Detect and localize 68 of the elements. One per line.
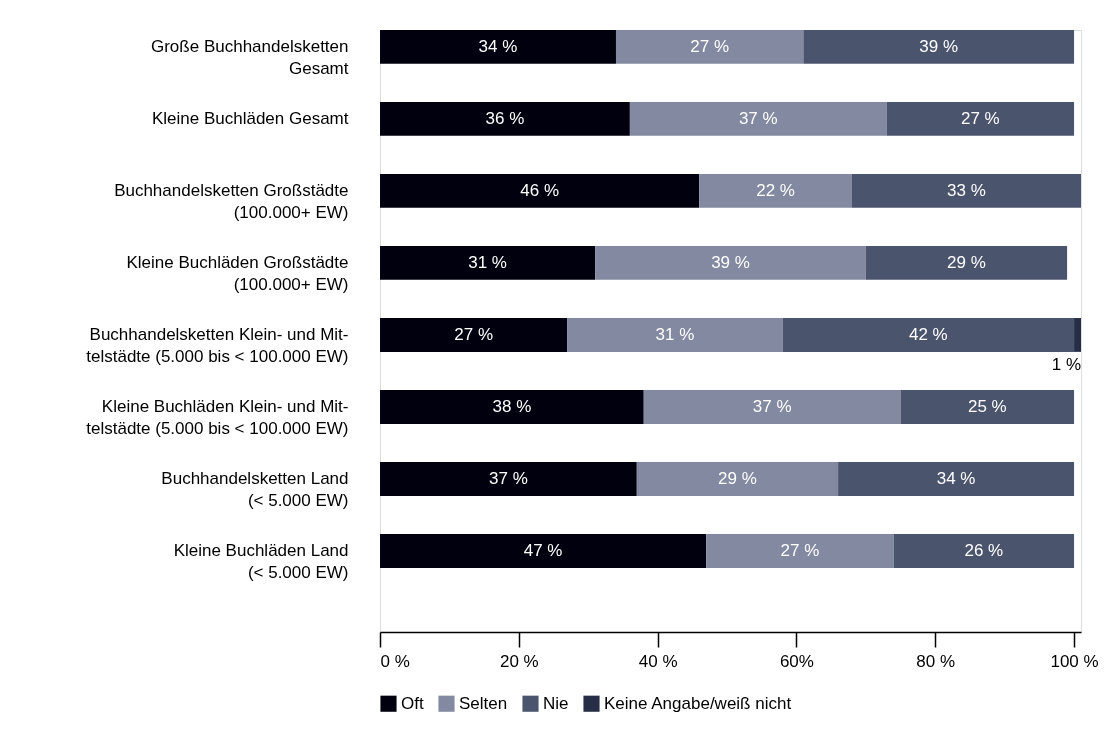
data-label: 31 % bbox=[468, 252, 507, 272]
data-label: 25 % bbox=[967, 396, 1007, 416]
data-label: 37 % bbox=[752, 396, 792, 416]
data-label: 39 % bbox=[711, 252, 750, 272]
y-tick-label: Buchhandelsketten Großstädte (100.000+ EW) bbox=[114, 180, 349, 222]
x-tick-label: 40 % bbox=[638, 651, 678, 671]
bar bbox=[380, 318, 568, 352]
y-tick-label: Kleine Buchläden Gesamt bbox=[151, 108, 349, 128]
bar bbox=[893, 534, 1075, 568]
data-label: 31 % bbox=[655, 324, 695, 344]
bar bbox=[851, 174, 1081, 208]
bar bbox=[782, 318, 1075, 352]
y-tick-label: Kleine Buchläden Land (< 5.000 EW) bbox=[173, 540, 349, 582]
bar bbox=[900, 390, 1075, 424]
bar bbox=[615, 30, 804, 64]
data-label: 29 % bbox=[718, 468, 757, 488]
bar bbox=[838, 462, 1075, 496]
data-label: 1 % bbox=[1051, 354, 1081, 374]
bar bbox=[803, 30, 1075, 64]
data-label: 27 % bbox=[690, 36, 730, 56]
data-label: 27 % bbox=[780, 540, 820, 560]
legend-label: Oft bbox=[401, 693, 424, 713]
data-label: 26 % bbox=[964, 540, 1004, 560]
data-label: 39 % bbox=[919, 36, 959, 56]
data-label: 37 % bbox=[738, 108, 778, 128]
data-label: 42 % bbox=[908, 324, 948, 344]
data-label: 37 % bbox=[489, 468, 528, 488]
data-label: 22 % bbox=[756, 180, 795, 200]
bar bbox=[380, 30, 616, 64]
legend-label: Keine Angabe/weiß nicht bbox=[604, 693, 792, 713]
bar bbox=[380, 174, 700, 208]
bar bbox=[636, 462, 839, 496]
data-label: 38 % bbox=[492, 396, 532, 416]
y-tick-label: Buchhandelsketten Klein- und Mit- telstädte (5.000 bis < 100.000 EW) bbox=[86, 324, 349, 366]
bar bbox=[380, 534, 707, 568]
bar bbox=[1074, 318, 1081, 352]
y-tick-label: Kleine Buchläden Großstädte (100.000+ EW) bbox=[126, 252, 349, 294]
y-tick-label: Buchhandelsketten Land (< 5.000 EW) bbox=[161, 468, 349, 510]
x-tick-label: 20 % bbox=[499, 651, 539, 671]
bar bbox=[380, 462, 637, 496]
data-label: 47 % bbox=[523, 540, 563, 560]
data-label: 36 % bbox=[485, 108, 525, 128]
bar bbox=[567, 318, 783, 352]
bar bbox=[380, 390, 644, 424]
x-tick-label: 100 % bbox=[1050, 651, 1099, 671]
data-label: 27 % bbox=[960, 108, 1000, 128]
bar bbox=[865, 246, 1068, 280]
x-tick-label: 60% bbox=[779, 651, 814, 671]
data-label: 29 % bbox=[947, 252, 986, 272]
bar bbox=[886, 102, 1075, 136]
data-label: 27 % bbox=[454, 324, 494, 344]
bar bbox=[699, 174, 852, 208]
x-tick-label: 80 % bbox=[916, 651, 956, 671]
data-label: 34 % bbox=[478, 36, 518, 56]
data-label: 34 % bbox=[936, 468, 976, 488]
bar bbox=[629, 102, 887, 136]
y-tick-label: Große Buchhandelsketten Gesamt bbox=[150, 36, 349, 78]
data-label: 33 % bbox=[947, 180, 986, 200]
legend-label: Nie bbox=[543, 693, 569, 713]
y-tick-label: Kleine Buchläden Klein- und Mit- telstädte (5.000 bis < 100.000 EW) bbox=[86, 396, 349, 438]
bar bbox=[380, 246, 596, 280]
bar bbox=[643, 390, 901, 424]
bar bbox=[706, 534, 894, 568]
x-tick-label: 0 % bbox=[380, 651, 410, 671]
bar bbox=[595, 246, 866, 280]
bar bbox=[380, 102, 630, 136]
data-label: 46 % bbox=[520, 180, 560, 200]
legend-label: Selten bbox=[459, 693, 508, 713]
